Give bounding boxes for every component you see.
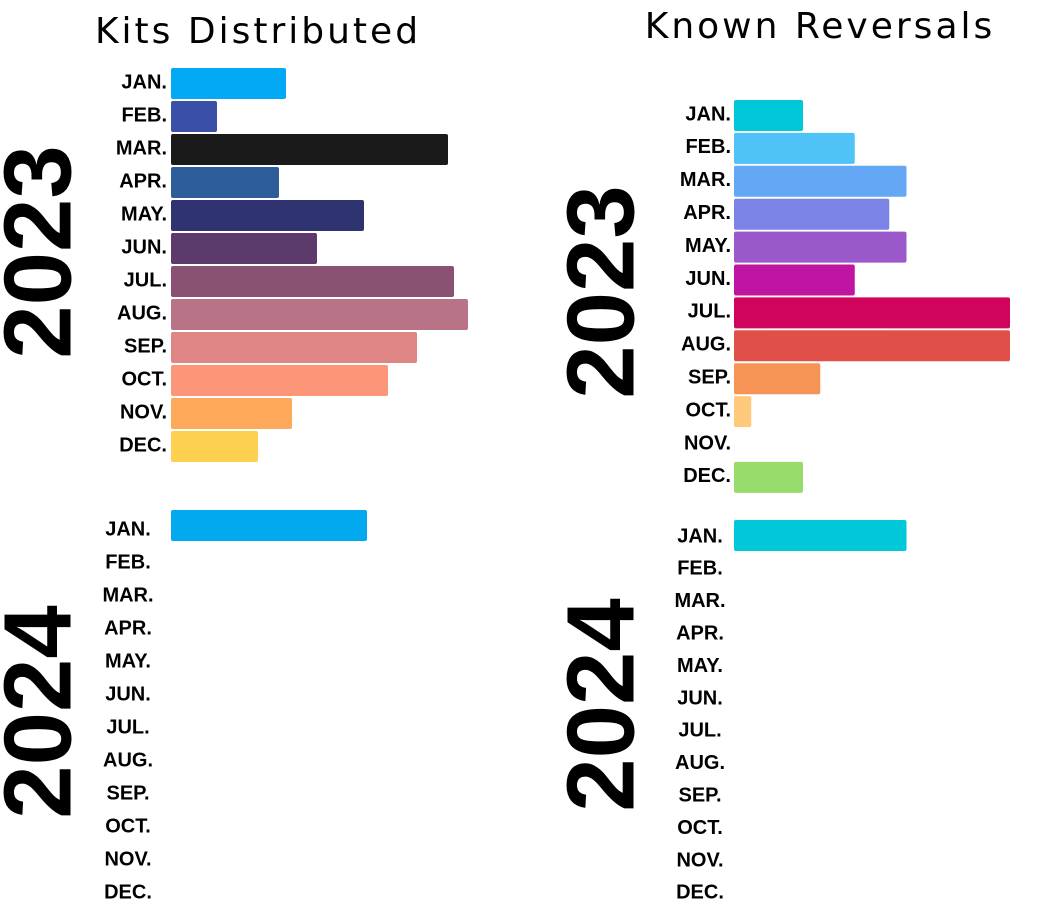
month-label: DEC. bbox=[104, 881, 152, 903]
bar bbox=[734, 363, 821, 395]
year-label: 2023 bbox=[0, 145, 91, 359]
month-label: JUN. bbox=[677, 687, 723, 709]
month-label: AUG. bbox=[117, 302, 167, 324]
month-label: JUL. bbox=[106, 716, 149, 738]
month-label: SEP. bbox=[679, 784, 722, 806]
bar bbox=[734, 330, 1010, 362]
month-label: SEP. bbox=[107, 782, 150, 804]
bar bbox=[734, 132, 855, 164]
month-label: OCT. bbox=[677, 817, 723, 839]
month-label: JAN. bbox=[685, 103, 731, 125]
chart-title: Known Reversals bbox=[645, 6, 996, 47]
month-label: FEB. bbox=[105, 551, 151, 573]
month-label: APR. bbox=[676, 622, 724, 644]
bar bbox=[171, 167, 279, 198]
month-label: JUN. bbox=[121, 236, 167, 258]
bar bbox=[734, 198, 890, 230]
month-label: APR. bbox=[683, 202, 731, 224]
month-label: AUG. bbox=[681, 334, 731, 356]
month-label: SEP. bbox=[124, 335, 167, 357]
month-label: JAN. bbox=[677, 525, 723, 547]
month-label: MAR. bbox=[674, 590, 725, 612]
bar bbox=[171, 510, 367, 541]
month-label: FEB. bbox=[685, 136, 731, 158]
month-label: MAR. bbox=[102, 584, 153, 606]
bar bbox=[734, 520, 907, 551]
month-label: OCT. bbox=[685, 399, 731, 421]
bar bbox=[171, 233, 317, 264]
bar bbox=[171, 332, 417, 363]
bar bbox=[734, 165, 907, 197]
month-label: MAY. bbox=[105, 650, 151, 672]
year-label: 2024 bbox=[547, 598, 654, 812]
month-label: NOV. bbox=[120, 401, 167, 423]
month-label: JUN. bbox=[105, 683, 151, 705]
bar bbox=[734, 264, 855, 296]
month-label: MAR. bbox=[680, 169, 731, 191]
bar bbox=[734, 100, 803, 131]
month-label: JUN. bbox=[685, 268, 731, 290]
month-label: JUL. bbox=[688, 301, 731, 323]
month-label: DEC. bbox=[683, 465, 731, 487]
bar bbox=[734, 396, 752, 428]
chart-title: Kits Distributed bbox=[95, 11, 421, 52]
bar bbox=[734, 231, 907, 263]
month-label: SEP. bbox=[688, 366, 731, 388]
month-label: APR. bbox=[104, 617, 152, 639]
bar bbox=[171, 200, 364, 231]
month-label: JAN. bbox=[105, 518, 151, 540]
month-label: MAR. bbox=[116, 137, 167, 159]
bar bbox=[171, 101, 217, 132]
bar bbox=[171, 299, 468, 330]
month-label: NOV. bbox=[676, 849, 723, 871]
month-label: JUL. bbox=[124, 269, 167, 291]
month-label: FEB. bbox=[121, 104, 167, 126]
month-label: OCT. bbox=[121, 368, 167, 390]
year-label: 2023 bbox=[547, 185, 654, 399]
month-label: DEC. bbox=[676, 882, 724, 904]
month-label: NOV. bbox=[104, 848, 151, 870]
bar bbox=[171, 431, 258, 462]
month-label: APR. bbox=[119, 170, 167, 192]
month-label: MAY. bbox=[685, 235, 731, 257]
bar bbox=[734, 297, 1010, 329]
month-label: FEB. bbox=[677, 558, 723, 580]
month-label: NOV. bbox=[684, 432, 731, 454]
month-label: OCT. bbox=[105, 815, 151, 837]
month-label: MAY. bbox=[677, 655, 723, 677]
bar bbox=[171, 266, 454, 297]
bar bbox=[171, 365, 388, 396]
bar bbox=[734, 461, 803, 493]
month-label: JAN. bbox=[121, 71, 167, 93]
month-label: AUG. bbox=[675, 752, 725, 774]
month-label: JUL. bbox=[678, 720, 721, 742]
year-label: 2024 bbox=[0, 605, 91, 819]
month-label: MAY. bbox=[121, 203, 167, 225]
month-label: DEC. bbox=[119, 434, 167, 456]
month-label: AUG. bbox=[103, 749, 153, 771]
bar bbox=[171, 398, 292, 429]
bar bbox=[171, 68, 286, 99]
bar bbox=[171, 134, 448, 165]
